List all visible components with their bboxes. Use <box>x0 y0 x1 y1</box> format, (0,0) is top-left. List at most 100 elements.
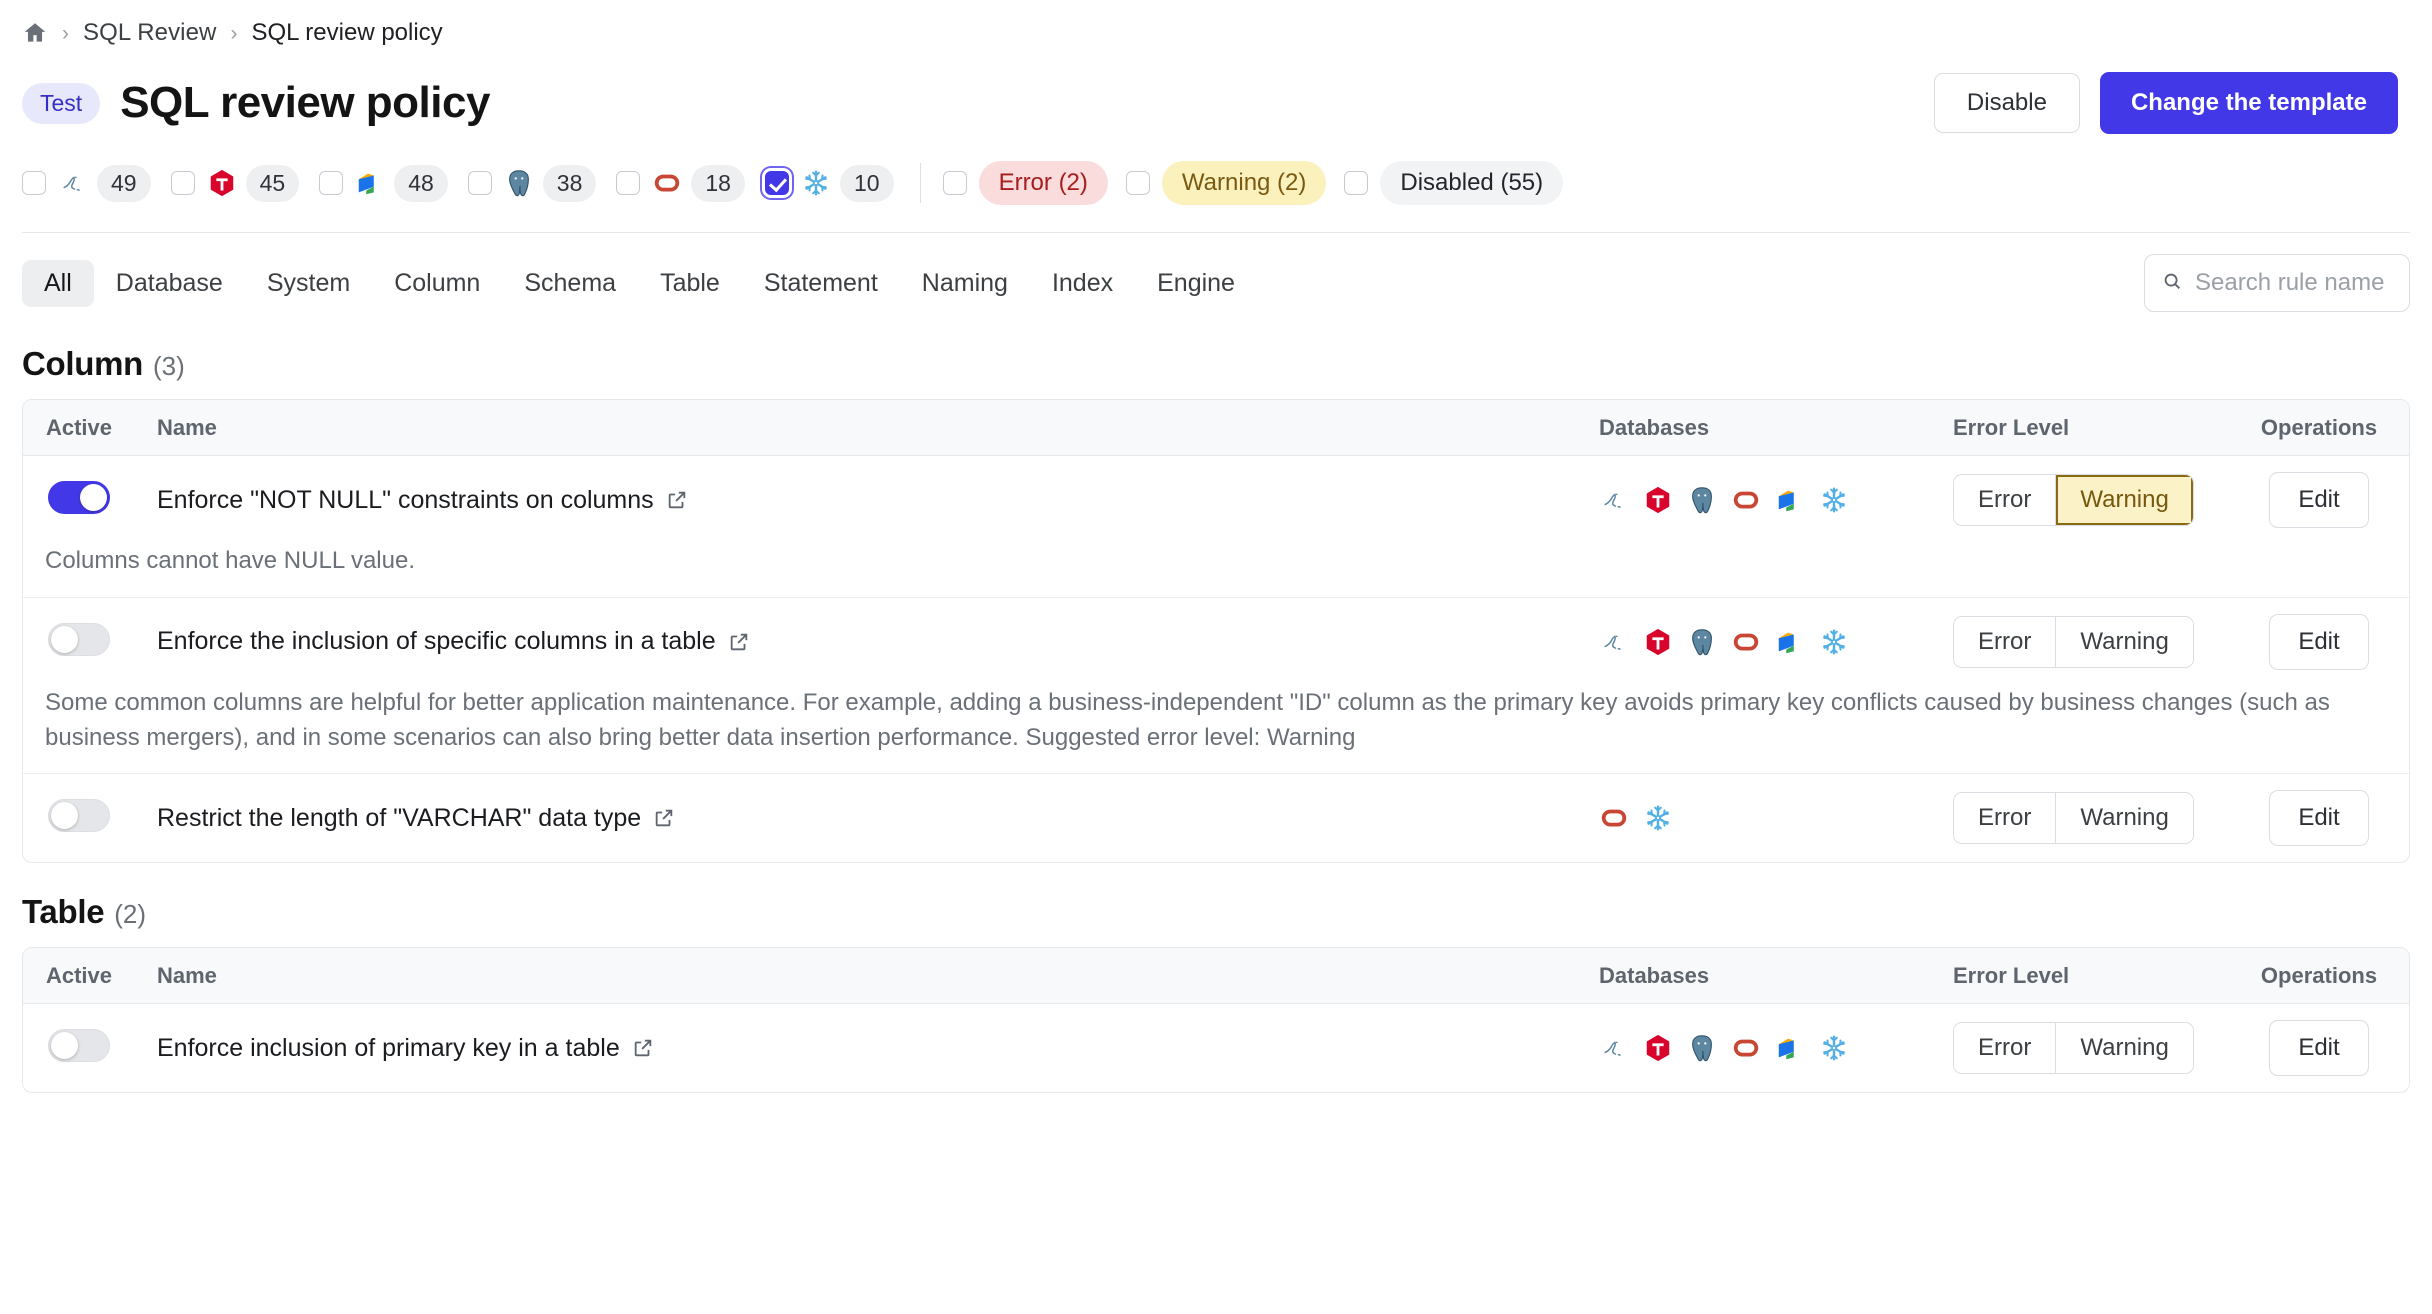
external-link-icon[interactable] <box>666 489 688 511</box>
level-option-warning[interactable]: Warning <box>2055 1023 2193 1074</box>
table-row: Enforce inclusion of primary key in a ta… <box>23 1004 2409 1092</box>
oracle-icon <box>1599 803 1629 833</box>
level-option-warning[interactable]: Warning <box>2055 616 2193 667</box>
section-title-table: Table <box>22 893 105 931</box>
level-option-warning[interactable]: Warning <box>2055 793 2193 844</box>
disable-button[interactable]: Disable <box>1933 73 2080 133</box>
rule-name: Enforce the inclusion of specific column… <box>157 627 750 656</box>
tab-naming[interactable]: Naming <box>921 268 1008 297</box>
table-row: Enforce "NOT NULL" constraints on column… <box>23 456 2409 598</box>
row-operations-cell: Edit <box>2229 1020 2409 1077</box>
category-tabs: All Database System Column Schema Table … <box>0 233 2432 315</box>
db-filter-spanner[interactable]: 48 <box>319 164 448 202</box>
search-box[interactable] <box>2144 254 2410 312</box>
level-option-warning[interactable]: Warning <box>2055 475 2193 525</box>
table-row-main: Enforce inclusion of primary key in a ta… <box>23 1004 2409 1092</box>
rule-name: Enforce "NOT NULL" constraints on column… <box>157 486 688 515</box>
breadcrumb-item-sql-review[interactable]: SQL Review <box>83 19 217 46</box>
active-toggle[interactable] <box>48 1029 110 1063</box>
table-row-main: Restrict the length of "VARCHAR" data ty… <box>23 774 2409 862</box>
rule-description: Columns cannot have NULL value. <box>45 547 415 574</box>
row-databases-cell <box>1599 1033 1929 1063</box>
level-filter-checkbox-warning[interactable] <box>1125 171 1150 195</box>
postgres-icon <box>1687 485 1717 515</box>
db-filter-count-spanner: 48 <box>394 164 448 202</box>
row-operations-cell: Edit <box>2229 613 2409 670</box>
db-filter-oracle[interactable]: 18 <box>616 164 745 202</box>
tab-engine[interactable]: Engine <box>1157 268 1235 297</box>
col-header-active: Active <box>45 962 113 988</box>
page-title: SQL review policy <box>120 78 490 127</box>
home-icon[interactable] <box>22 20 48 46</box>
row-name-cell: Enforce inclusion of primary key in a ta… <box>135 1034 1599 1063</box>
change-template-button[interactable]: Change the template <box>2099 72 2398 134</box>
level-option-error[interactable]: Error <box>1954 1023 2056 1074</box>
db-filter-checkbox-oracle[interactable] <box>616 171 641 195</box>
error-level-segmented-control: Error Warning <box>1953 615 2194 668</box>
spanner-icon <box>1775 1033 1805 1063</box>
db-filter-checkbox-snowflake[interactable] <box>764 171 789 195</box>
db-filter-checkbox-postgres[interactable] <box>467 171 492 195</box>
db-filter-tidb[interactable]: 45 <box>170 164 300 202</box>
active-toggle[interactable] <box>48 622 110 656</box>
level-filter-checkbox-error[interactable] <box>942 171 967 195</box>
tab-system[interactable]: System <box>266 268 351 297</box>
spanner-icon <box>1775 627 1805 657</box>
tab-statement[interactable]: Statement <box>763 268 878 297</box>
row-databases-cell <box>1599 485 1929 515</box>
level-filter-checkbox-disabled[interactable] <box>1344 171 1369 195</box>
level-filter-label-error: Error (2) <box>978 161 1108 205</box>
col-header-error-level: Error Level <box>1953 962 2070 988</box>
table-header: Active Name Databases Error Level Operat… <box>23 400 2409 456</box>
level-filter-label-disabled: Disabled (55) <box>1380 161 1564 205</box>
search-input[interactable] <box>2195 269 2393 297</box>
header-actions: Disable Change the template <box>1933 72 2398 134</box>
edit-button[interactable]: Edit <box>2269 613 2369 670</box>
edit-button[interactable]: Edit <box>2269 1020 2369 1077</box>
tab-table[interactable]: Table <box>660 268 720 297</box>
row-databases-cell <box>1599 627 1929 657</box>
col-header-active: Active <box>45 414 113 440</box>
edit-button[interactable]: Edit <box>2269 472 2369 528</box>
tab-column[interactable]: Column <box>394 268 481 297</box>
row-error-level-cell: Error Warning <box>1929 792 2229 845</box>
level-option-error[interactable]: Error <box>1954 475 2056 525</box>
tab-all[interactable]: All <box>22 259 94 307</box>
row-active-cell <box>23 622 135 661</box>
mysql-icon <box>58 168 88 198</box>
external-link-icon[interactable] <box>728 631 750 653</box>
spanner-icon <box>1775 485 1805 515</box>
db-filter-postgres[interactable]: 38 <box>467 164 597 202</box>
oracle-icon <box>1731 485 1761 515</box>
snowflake-icon <box>1819 1033 1849 1063</box>
level-option-error[interactable]: Error <box>1954 616 2056 667</box>
db-filter-checkbox-mysql[interactable] <box>22 171 46 195</box>
level-filter-warning[interactable]: Warning (2) <box>1125 161 1327 205</box>
level-filter-label-warning: Warning (2) <box>1161 161 1327 205</box>
external-link-icon[interactable] <box>632 1037 654 1059</box>
level-filter-error[interactable]: Error (2) <box>942 161 1108 205</box>
active-toggle[interactable] <box>48 481 110 514</box>
toggle-knob <box>51 625 78 653</box>
tab-database[interactable]: Database <box>115 268 223 297</box>
col-header-name: Name <box>157 414 217 440</box>
rule-name-text: Enforce "NOT NULL" constraints on column… <box>157 485 654 514</box>
db-filter-snowflake[interactable]: 10 <box>764 164 894 202</box>
breadcrumb-item-sql-review-policy[interactable]: SQL review policy <box>251 19 443 46</box>
edit-button[interactable]: Edit <box>2269 790 2369 847</box>
tab-schema[interactable]: Schema <box>524 268 617 297</box>
database-icon-list <box>1599 485 1929 515</box>
rules-table-table: Active Name Databases Error Level Operat… <box>22 947 2410 1094</box>
rules-table-column: Active Name Databases Error Level Operat… <box>22 399 2410 864</box>
tab-index[interactable]: Index <box>1051 268 1114 297</box>
db-filter-mysql[interactable]: 49 <box>22 164 151 202</box>
breadcrumb-separator-1: › <box>62 21 69 45</box>
db-filter-checkbox-tidb[interactable] <box>170 171 195 195</box>
level-filter-disabled[interactable]: Disabled (55) <box>1344 161 1564 205</box>
external-link-icon[interactable] <box>653 807 675 829</box>
level-option-error[interactable]: Error <box>1954 793 2056 844</box>
db-filter-checkbox-spanner[interactable] <box>319 171 344 195</box>
active-toggle[interactable] <box>48 799 110 833</box>
row-active-cell <box>23 481 135 519</box>
breadcrumb-separator-2: › <box>230 21 238 45</box>
